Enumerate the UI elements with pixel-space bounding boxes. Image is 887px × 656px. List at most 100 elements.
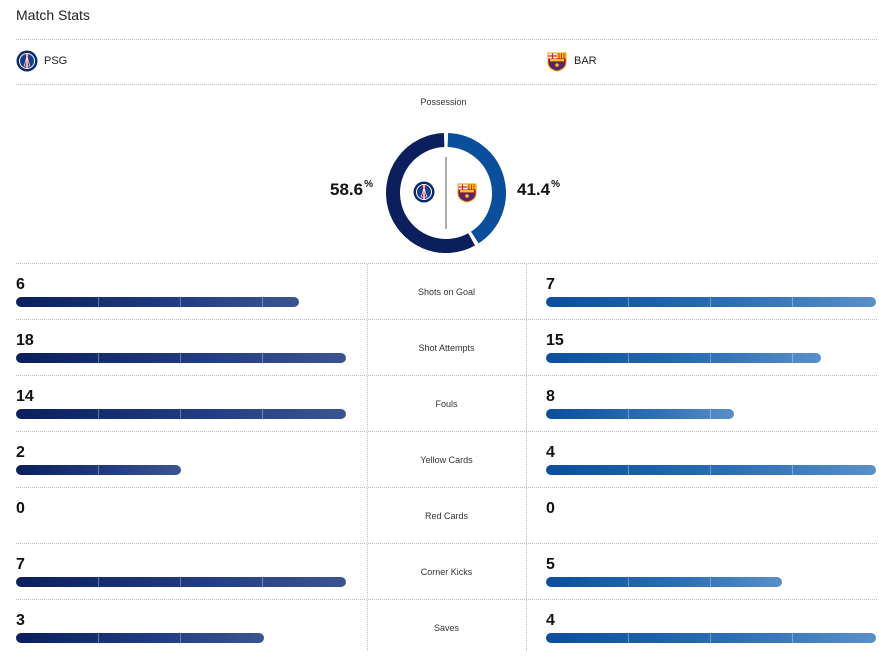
home-stat-value: 0 — [16, 500, 25, 517]
away-stat-value: 4 — [546, 444, 555, 461]
home-stat-bar — [16, 297, 299, 307]
bar-segment-divider — [710, 633, 711, 643]
divider — [16, 263, 877, 264]
home-possession-value: 58.6% — [330, 179, 373, 200]
bar-segment-divider — [792, 633, 793, 643]
home-possession-number: 58.6 — [330, 180, 364, 199]
bar-segment-divider — [180, 633, 181, 643]
bar-segment-divider — [262, 353, 263, 363]
home-stat-bar — [16, 353, 346, 363]
divider — [16, 319, 877, 320]
home-possession-unit: % — [364, 179, 373, 190]
away-stat-value: 7 — [546, 276, 555, 293]
away-possession-arc — [447, 133, 506, 244]
away-stat-value: 0 — [546, 500, 555, 517]
bar-segment-divider — [628, 633, 629, 643]
home-stat-bar — [16, 465, 181, 475]
bar-segment-divider — [792, 353, 793, 363]
stat-row: 7 5 Corner Kicks — [0, 544, 887, 600]
away-stat-value: 4 — [546, 612, 555, 629]
away-possession-number: 41.4 — [517, 180, 551, 199]
column-divider — [367, 264, 368, 651]
home-stat-value: 2 — [16, 444, 25, 461]
home-stat-value: 3 — [16, 612, 25, 629]
barcelona-crest-icon — [547, 52, 567, 72]
stat-row: 18 15 Shot Attempts — [0, 320, 887, 376]
home-stat-value: 7 — [16, 556, 25, 573]
possession-donut — [386, 133, 506, 253]
home-team-name: PSG — [44, 55, 68, 67]
divider — [16, 375, 877, 376]
away-stat-bar — [546, 633, 876, 643]
possession-label: Possession — [420, 97, 467, 107]
divider — [16, 431, 877, 432]
bar-segment-divider — [710, 353, 711, 363]
bar-segment-divider — [262, 297, 263, 307]
psg-crest-icon — [413, 181, 435, 203]
away-stat-value: 15 — [546, 332, 564, 349]
bar-segment-divider — [710, 577, 711, 587]
stat-label: Shots on Goal — [417, 287, 476, 297]
away-team-name: BAR — [574, 55, 597, 67]
divider — [16, 599, 877, 600]
divider — [16, 84, 877, 85]
away-possession-unit: % — [551, 179, 560, 190]
barcelona-crest-icon — [457, 183, 477, 203]
bar-segment-divider — [98, 465, 99, 475]
bar-segment-divider — [628, 577, 629, 587]
stat-label: Saves — [433, 623, 459, 633]
stat-row: 2 4 Yellow Cards — [0, 432, 887, 488]
bar-segment-divider — [262, 409, 263, 419]
stat-label: Fouls — [435, 399, 458, 409]
divider — [16, 487, 877, 488]
bar-segment-divider — [180, 297, 181, 307]
bar-segment-divider — [180, 353, 181, 363]
stat-label: Red Cards — [424, 511, 469, 521]
stat-label: Shot Attempts — [418, 343, 475, 353]
away-stat-value: 8 — [546, 388, 555, 405]
bar-segment-divider — [98, 633, 99, 643]
home-stat-value: 18 — [16, 332, 34, 349]
bar-segment-divider — [98, 409, 99, 419]
bar-segment-divider — [98, 297, 99, 307]
bar-segment-divider — [628, 465, 629, 475]
bar-segment-divider — [628, 409, 629, 419]
away-stat-bar — [546, 297, 876, 307]
home-team[interactable]: PSG — [16, 50, 67, 72]
bar-segment-divider — [792, 465, 793, 475]
away-stat-bar — [546, 577, 782, 587]
divider — [16, 543, 877, 544]
bar-segment-divider — [628, 297, 629, 307]
home-stat-bar — [16, 409, 346, 419]
bar-segment-divider — [792, 297, 793, 307]
away-possession-value: 41.4% — [517, 179, 560, 200]
home-stat-value: 6 — [16, 276, 25, 293]
bar-segment-divider — [180, 577, 181, 587]
away-stat-bar — [546, 409, 734, 419]
home-possession-arc — [386, 133, 476, 253]
bar-segment-divider — [262, 577, 263, 587]
bar-segment-divider — [98, 577, 99, 587]
stat-row: 6 7 Shots on Goal — [0, 264, 887, 320]
stat-row: 0 0 Red Cards — [0, 488, 887, 544]
bar-segment-divider — [710, 297, 711, 307]
bar-segment-divider — [710, 409, 711, 419]
away-stat-bar — [546, 353, 821, 363]
bar-segment-divider — [180, 409, 181, 419]
away-stat-bar — [546, 465, 876, 475]
column-divider — [526, 264, 527, 651]
away-stat-value: 5 — [546, 556, 555, 573]
page-title: Match Stats — [16, 7, 90, 23]
bar-segment-divider — [628, 353, 629, 363]
stat-row: 3 4 Saves — [0, 600, 887, 656]
home-stat-bar — [16, 633, 264, 643]
home-stat-bar — [16, 577, 346, 587]
stat-row: 14 8 Fouls — [0, 376, 887, 432]
bar-segment-divider — [98, 353, 99, 363]
home-stat-value: 14 — [16, 388, 34, 405]
divider — [16, 39, 877, 40]
away-team[interactable]: BAR — [546, 50, 597, 72]
psg-crest-icon — [16, 50, 38, 72]
stat-label: Yellow Cards — [420, 455, 473, 465]
stat-label: Corner Kicks — [420, 567, 473, 577]
